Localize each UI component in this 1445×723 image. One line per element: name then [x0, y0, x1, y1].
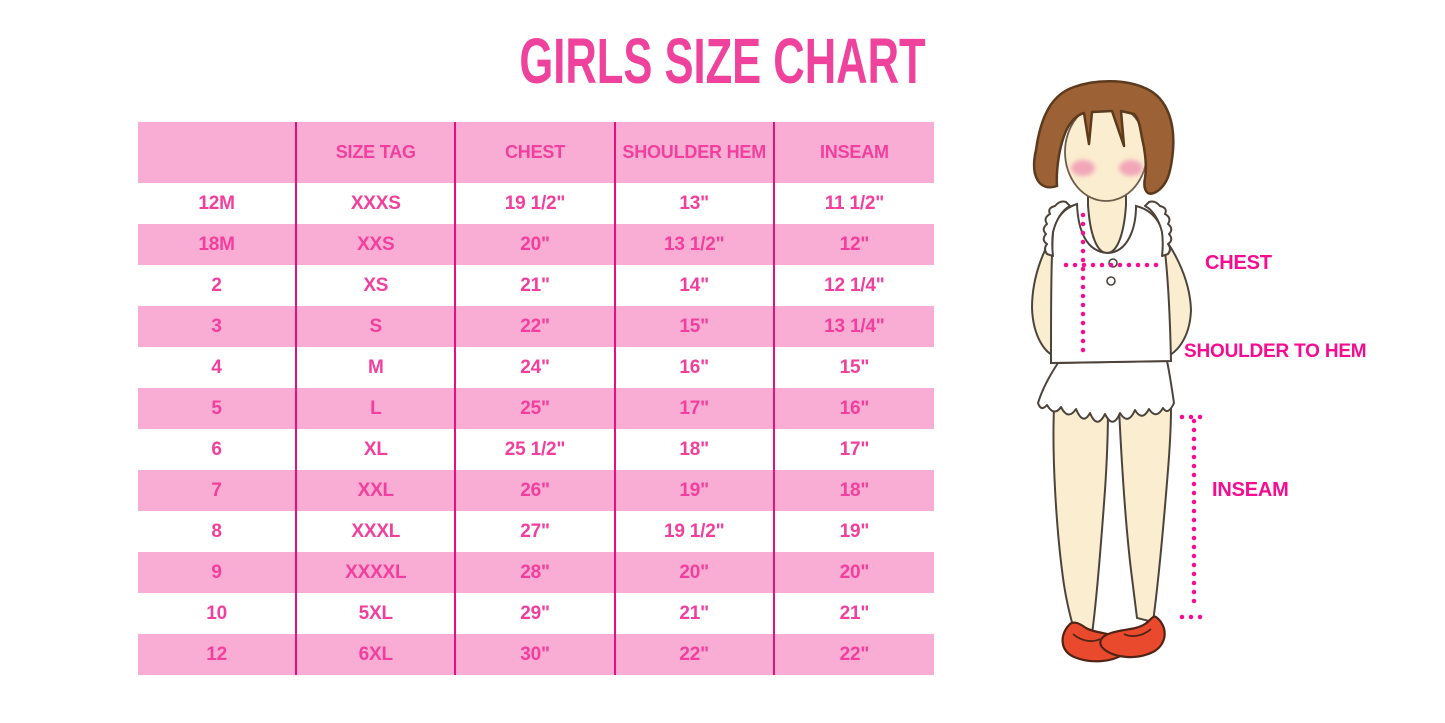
table-row: 9 XXXXL 28" 20" 20"	[138, 552, 934, 593]
blush-right	[1119, 160, 1143, 176]
cell-chest: 21"	[456, 265, 616, 306]
cell-shoulder-hem: 13"	[616, 183, 775, 224]
header-cell-chest: CHEST	[456, 122, 616, 183]
cell-inseam: 19"	[839, 520, 870, 542]
cell-shoulder-hem: 17"	[616, 388, 775, 429]
cell-inseam: 12 1/4"	[824, 274, 885, 296]
cell-inseam: 12"	[839, 233, 870, 255]
cell-size: 12	[138, 634, 298, 675]
label-inseam: INSEAM	[1212, 479, 1289, 501]
cell-inseam: 20"	[839, 561, 870, 583]
label-shoulder-to-hem: SHOULDER TO HEM	[1184, 341, 1367, 362]
cell-size: 12M	[138, 183, 298, 224]
cell-chest: 27"	[456, 511, 616, 552]
cell-size-tag: XL	[297, 429, 457, 470]
header-cell-inseam: INSEAM	[819, 142, 889, 162]
table-row: 12M XXXS 19 1/2" 13" 11 1/2"	[138, 183, 934, 224]
cell-chest: 30"	[456, 634, 616, 675]
ruffle-right	[1144, 200, 1173, 257]
cell-size: 6	[138, 429, 298, 470]
cell-size-tag: XXL	[297, 470, 457, 511]
cell-size: 7	[138, 470, 298, 511]
cell-inseam: 22"	[839, 643, 870, 665]
table-row: 18M XXS 20" 13 1/2" 12"	[138, 224, 934, 265]
cell-inseam: 13 1/4"	[824, 315, 885, 337]
cell-chest: 19 1/2"	[456, 183, 616, 224]
cell-shoulder-hem: 22"	[616, 634, 775, 675]
label-chest: CHEST	[1205, 252, 1272, 274]
table-row: 4 M 24" 16" 15"	[138, 347, 934, 388]
cell-shoulder-hem: 16"	[616, 347, 775, 388]
shoe-left-strap	[1072, 633, 1101, 642]
shoe-right-strap	[1123, 628, 1152, 637]
cell-size: 5	[138, 388, 298, 429]
cell-chest: 26"	[456, 470, 616, 511]
table-row: 6 XL 25 1/2" 18" 17"	[138, 429, 934, 470]
table-body: 12M XXXS 19 1/2" 13" 11 1/2" 18M XXS 20"…	[138, 183, 934, 675]
cell-chest: 20"	[456, 224, 616, 265]
cell-size: 8	[138, 511, 298, 552]
cell-inseam: 18"	[839, 479, 870, 501]
cell-size: 10	[138, 593, 298, 634]
cell-shoulder-hem: 18"	[616, 429, 775, 470]
cell-size: 4	[138, 347, 298, 388]
cell-size: 9	[138, 552, 298, 593]
header-cell-size-tag: SIZE TAG	[297, 122, 457, 183]
cell-inseam: 16"	[839, 397, 870, 419]
girl-leg-left	[1052, 407, 1110, 636]
cell-size-tag: XXXL	[297, 511, 457, 552]
cell-size-tag: XXS	[297, 224, 457, 265]
cell-shoulder-hem: 15"	[616, 306, 775, 347]
girl-illustration	[1030, 79, 1207, 663]
table-row: 2 XS 21" 14" 12 1/4"	[138, 265, 934, 306]
cell-inseam: 17"	[839, 438, 870, 460]
page-title: GIRLS SIZE CHART	[519, 25, 926, 97]
cell-chest: 25"	[456, 388, 616, 429]
cell-size-tag: 6XL	[297, 634, 457, 675]
girl-skirt	[1037, 360, 1175, 423]
cell-shoulder-hem: 20"	[616, 552, 775, 593]
cell-size-tag: XXXXL	[297, 552, 457, 593]
girl-hair	[1032, 79, 1175, 195]
cell-chest: 25 1/2"	[456, 429, 616, 470]
size-table: SIZE TAG CHEST SHOULDER HEM INSEAM 12M X…	[138, 122, 934, 675]
cell-size-tag: 5XL	[297, 593, 457, 634]
table-row: 12 6XL 30" 22" 22"	[138, 634, 934, 675]
cell-size: 3	[138, 306, 298, 347]
cell-inseam: 11 1/2"	[824, 192, 885, 214]
ruffle-left	[1042, 200, 1071, 257]
cell-chest: 24"	[456, 347, 616, 388]
cell-size-tag: L	[297, 388, 457, 429]
cell-shoulder-hem: 19"	[616, 470, 775, 511]
cell-size: 2	[138, 265, 298, 306]
cell-shoulder-hem: 19 1/2"	[616, 511, 775, 552]
cell-shoulder-hem: 21"	[616, 593, 775, 634]
cell-inseam: 15"	[839, 356, 870, 378]
table-row: 7 XXL 26" 19" 18"	[138, 470, 934, 511]
table-row: 5 L 25" 17" 16"	[138, 388, 934, 429]
cell-inseam: 21"	[839, 602, 870, 624]
table-header-row: SIZE TAG CHEST SHOULDER HEM INSEAM	[138, 122, 934, 183]
table-row: 8 XXXL 27" 19 1/2" 19"	[138, 511, 934, 552]
cell-shoulder-hem: 14"	[616, 265, 775, 306]
cell-size-tag: S	[297, 306, 457, 347]
header-cell-shoulder-hem: SHOULDER HEM	[616, 122, 775, 183]
blush-left	[1071, 160, 1095, 176]
cell-shoulder-hem: 13 1/2"	[616, 224, 775, 265]
header-cell-blank	[138, 122, 298, 183]
cell-chest: 28"	[456, 552, 616, 593]
cell-size-tag: M	[297, 347, 457, 388]
girl-leg-right	[1117, 407, 1173, 624]
cell-size-tag: XS	[297, 265, 457, 306]
cell-chest: 22"	[456, 306, 616, 347]
cell-chest: 29"	[456, 593, 616, 634]
cell-size: 18M	[138, 224, 298, 265]
table-row: 3 S 22" 15" 13 1/4"	[138, 306, 934, 347]
cell-size-tag: XXXS	[297, 183, 457, 224]
table-row: 10 5XL 29" 21" 21"	[138, 593, 934, 634]
top-button-2	[1106, 276, 1116, 286]
